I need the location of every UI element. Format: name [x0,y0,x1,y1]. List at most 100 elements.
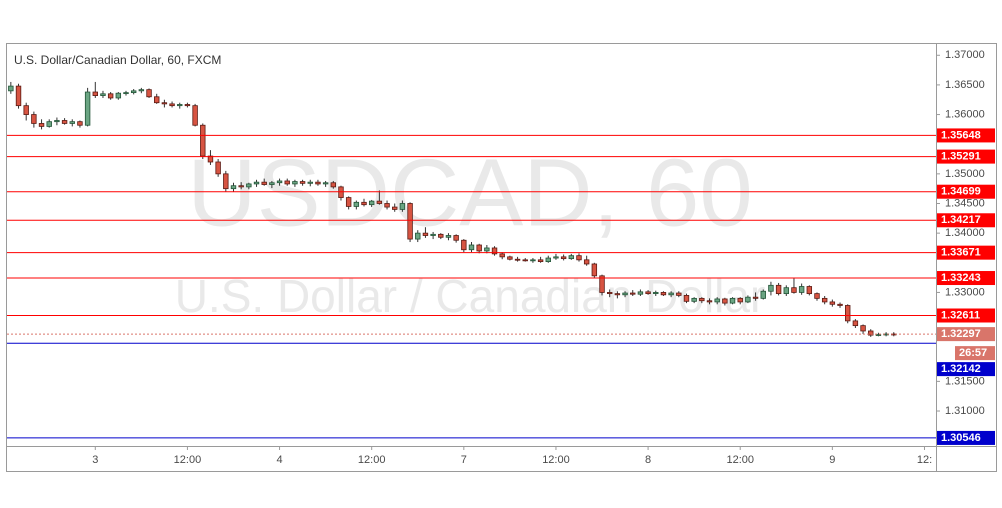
candle-body [184,104,191,107]
x-tick-label: 12:00 [542,454,570,466]
candle-body [138,89,145,92]
candle-body [660,292,667,296]
candle-body [722,298,728,304]
candle-body [860,325,866,332]
candle-body [668,292,674,296]
candle-body [829,301,836,305]
candle-body [407,203,413,240]
candle-body [154,96,160,104]
level-label: 1.32142 [941,363,981,375]
candle-body [752,296,759,299]
countdown-label: 26:57 [959,347,987,359]
candle-body [269,182,275,185]
candle-body [868,330,874,336]
candle-body [54,120,60,123]
level-label: 1.35648 [941,129,981,141]
x-tick-label: 12:00 [726,454,754,466]
y-tick-label: 1.34000 [945,227,985,239]
candle-body [461,239,467,251]
x-tick-label: 8 [645,454,651,466]
candle-body [768,284,774,292]
candle-body [714,298,720,303]
candle-body [115,92,122,99]
candle-body [100,93,106,96]
candle-body [422,232,429,236]
candle-body [223,173,229,190]
candle-body [207,155,214,163]
candle-body [530,259,536,262]
candle-body [875,334,882,336]
candle-body [345,197,352,207]
candle-body [46,121,52,127]
candle-body [438,233,444,238]
level-label: 1.32611 [941,309,980,321]
candle-body [591,263,598,277]
y-tick-label: 1.35000 [945,168,985,180]
candle-body [745,296,751,303]
level-label: 1.33243 [941,272,981,284]
y-tick-label: 1.31000 [945,405,985,417]
candle-body [691,297,697,302]
x-tick-label: 12:00 [358,454,386,466]
candle-body [491,247,498,255]
candle-body [246,183,252,188]
candle-body [330,182,337,188]
level-label: 1.30546 [941,432,981,444]
candle-body [791,287,797,293]
current-price-box [937,327,995,342]
candle-body [484,247,490,252]
candle-body [92,91,98,96]
current-price-label: 1.32297 [941,328,981,340]
candle-body [837,303,843,306]
y-tick-label: 1.37000 [945,49,985,61]
candle-body [261,181,267,185]
candle-body [507,256,513,260]
level-label-box [937,149,995,164]
candle-body [38,123,45,127]
candle-body [353,201,360,207]
candle-body [200,124,206,157]
x-tick-label: 4 [276,454,282,466]
y-tick-label: 1.34500 [945,197,985,209]
candle-body [31,114,37,124]
candle-body [645,291,651,295]
candle-body [284,180,290,185]
candle-body [630,292,636,295]
candle-body [430,233,436,236]
level-label: 1.34217 [941,214,981,226]
chart-title: U.S. Dollar/Canadian Dollar, 60, FXCM [14,53,221,67]
candle-body [276,180,283,184]
candle-body [760,290,766,299]
candle-body [522,259,528,262]
candle-body [576,255,582,261]
candle-body [537,259,544,263]
candle-body [699,297,705,302]
candle-body [69,121,75,124]
candle-body [253,181,260,185]
candle-body [737,297,743,303]
y-tick-label: 1.31500 [945,375,985,387]
candle-body [399,203,406,210]
candle-body [583,259,590,265]
candle-body [545,257,551,263]
candle-body [445,235,452,238]
level-label-box [937,271,995,286]
watermark-subtitle: U.S. Dollar / Canadian Dollar [175,270,766,322]
candle-body [476,244,482,252]
candle-body [61,120,68,124]
candle-body [806,286,813,295]
chart-frame [6,43,997,472]
candle-body [415,232,421,240]
candle-body [146,89,152,98]
candle-body [683,294,690,302]
candle-body [169,103,175,107]
candle-body [606,292,613,295]
candle-body [568,255,575,260]
candle-body [230,185,237,190]
candle-body [215,161,221,175]
candle-body [177,104,183,107]
level-label-box [937,213,995,228]
candle-body [852,320,859,327]
candle-body [845,305,851,322]
candle-body [453,235,459,241]
